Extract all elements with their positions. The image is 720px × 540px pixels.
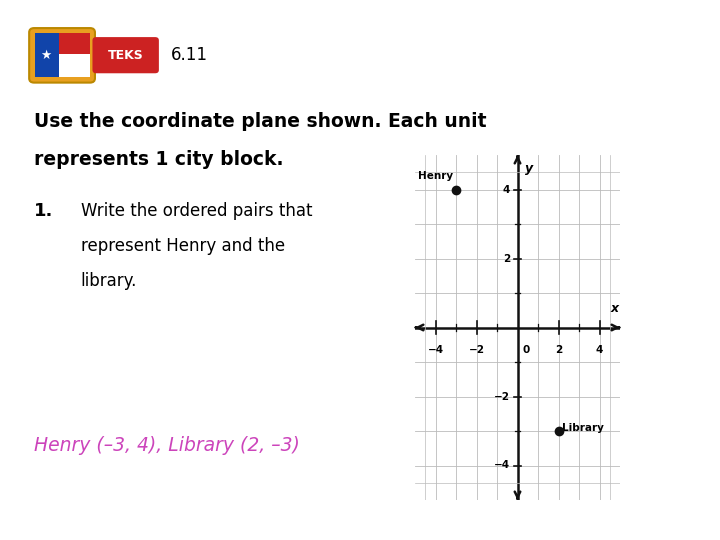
Text: 4: 4 — [503, 185, 510, 194]
Text: 6.11: 6.11 — [171, 46, 207, 64]
Text: ★: ★ — [40, 49, 52, 62]
Text: Library: Library — [562, 422, 603, 433]
Bar — [59, 55, 91, 77]
Text: x: x — [611, 302, 619, 315]
Text: Henry (–3, 4), Library (2, –3): Henry (–3, 4), Library (2, –3) — [34, 436, 300, 455]
FancyBboxPatch shape — [92, 37, 159, 73]
Text: represent Henry and the: represent Henry and the — [81, 237, 285, 255]
Text: −4: −4 — [494, 461, 510, 470]
Text: −2: −2 — [469, 345, 485, 355]
Text: library.: library. — [81, 272, 137, 290]
Text: 1.: 1. — [34, 201, 53, 220]
Bar — [59, 33, 91, 56]
Text: 2: 2 — [555, 345, 562, 355]
Text: represents 1 city block.: represents 1 city block. — [34, 150, 284, 169]
Text: TEKS: TEKS — [108, 49, 143, 62]
Text: 4: 4 — [596, 345, 603, 355]
Text: y: y — [525, 162, 533, 175]
Text: Write the ordered pairs that: Write the ordered pairs that — [81, 201, 312, 220]
Text: 2: 2 — [503, 253, 510, 264]
Bar — [35, 33, 59, 77]
FancyBboxPatch shape — [30, 28, 95, 83]
Text: Use the coordinate plane shown. Each unit: Use the coordinate plane shown. Each uni… — [34, 112, 487, 131]
Text: 0: 0 — [523, 345, 530, 355]
Text: −2: −2 — [495, 392, 510, 402]
Text: −4: −4 — [428, 345, 444, 355]
Text: Henry: Henry — [418, 171, 453, 181]
